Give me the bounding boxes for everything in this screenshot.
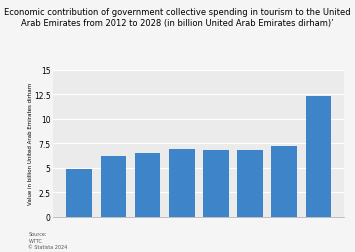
- Text: Source:
WTTC
© Statista 2024: Source: WTTC © Statista 2024: [28, 231, 68, 249]
- Bar: [203, 150, 229, 217]
- Bar: [306, 97, 331, 217]
- Y-axis label: Value in billion United Arab Emirates dirham: Value in billion United Arab Emirates di…: [28, 83, 33, 205]
- Bar: [135, 153, 160, 217]
- Bar: [66, 169, 92, 217]
- Bar: [169, 149, 195, 217]
- Bar: [237, 150, 263, 217]
- Bar: [271, 147, 297, 217]
- Text: Economic contribution of government collective spending in tourism to the United: Economic contribution of government coll…: [4, 8, 351, 28]
- Bar: [100, 156, 126, 217]
